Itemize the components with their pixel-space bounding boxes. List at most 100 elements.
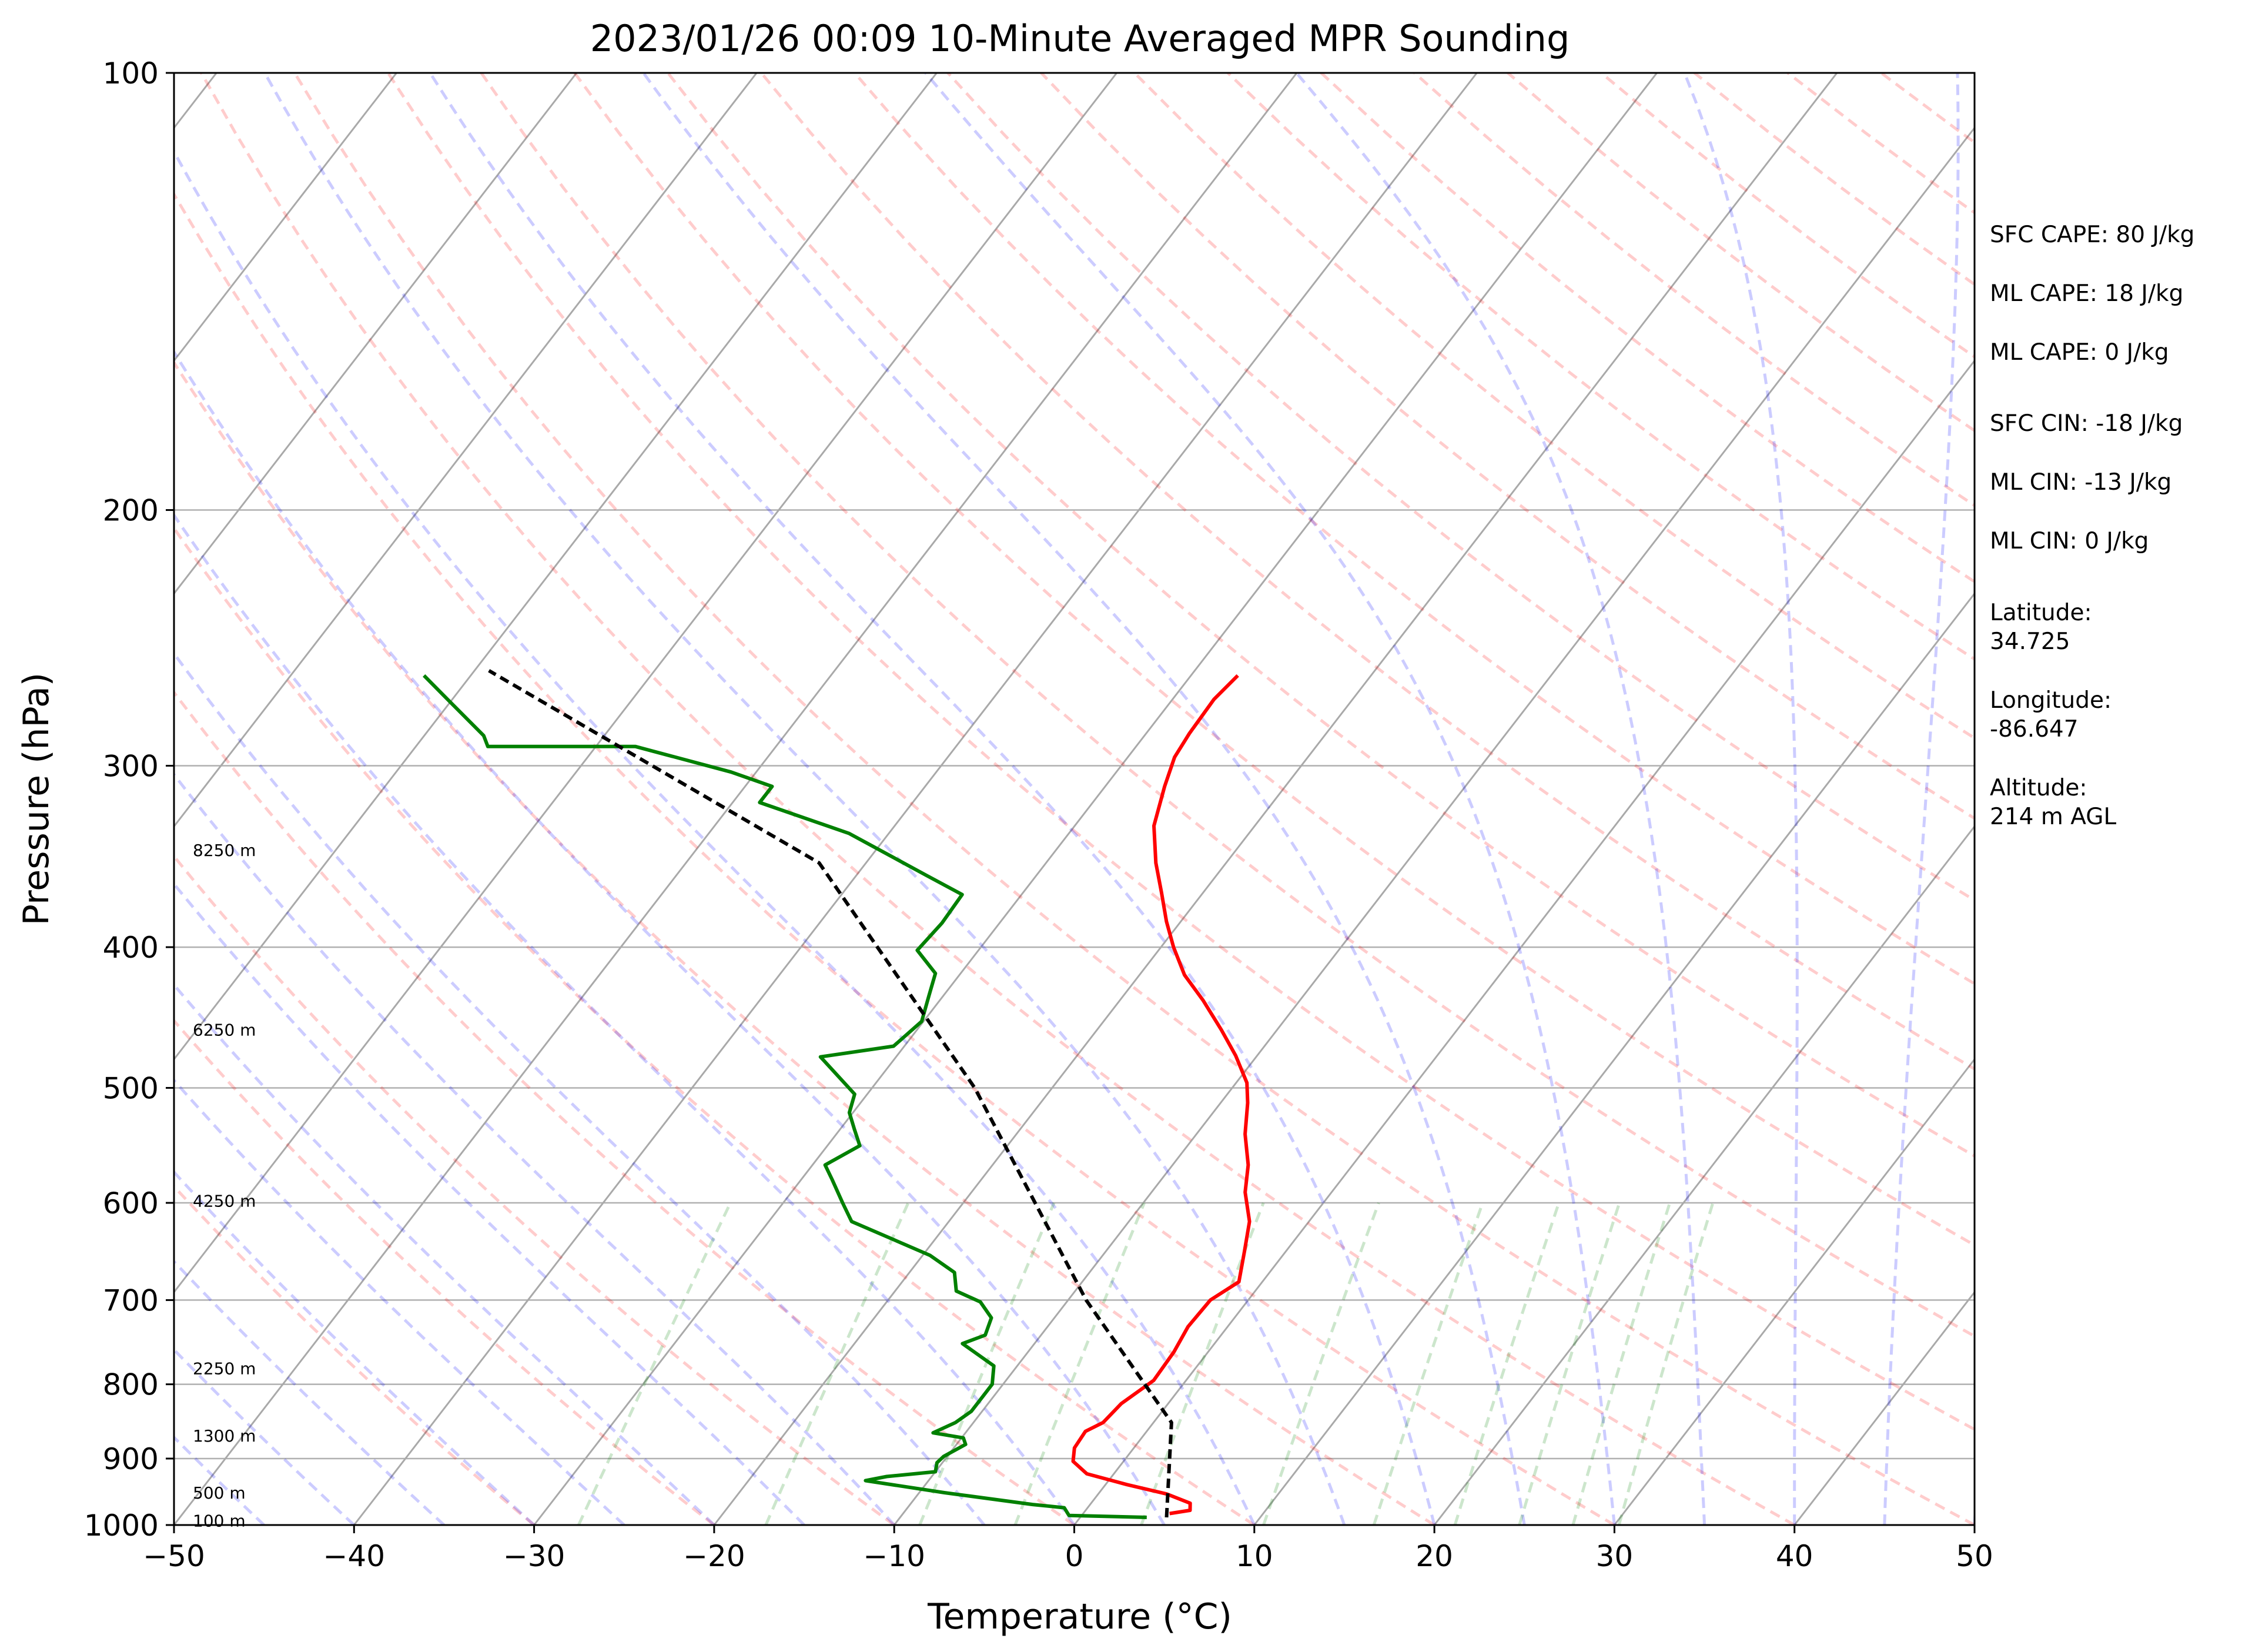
- moist-adiabat: [174, 1169, 536, 1525]
- height-label: 8250 m: [193, 841, 256, 860]
- moist-adiabat: [1683, 73, 1799, 1525]
- mixing-ratio-line: [1571, 1202, 1671, 1525]
- y-tick-label: 500: [103, 1071, 159, 1105]
- isotherm-line: [1253, 592, 1975, 1525]
- moist-adiabat: [263, 73, 1346, 1525]
- longitude-value: Longitude: -86.647: [1990, 687, 2112, 743]
- moist-adiabat: [642, 73, 1526, 1525]
- moist-adiabat: [1295, 73, 1706, 1525]
- isotherm-line: [1433, 825, 1975, 1525]
- height-label: 500 m: [193, 1483, 246, 1503]
- ml-cape-value: ML CAPE: 18 J/kg: [1990, 280, 2184, 307]
- isotherm-line: [174, 73, 1298, 1525]
- y-tick-label: 200: [103, 494, 159, 528]
- x-tick-label: 40: [1776, 1539, 1813, 1573]
- temperature-profile: [1071, 674, 1251, 1516]
- background-lines: [174, 73, 1975, 1525]
- x-tick-label: 20: [1416, 1539, 1453, 1573]
- isotherm-line: [174, 73, 1117, 1294]
- data-lines: [423, 669, 1251, 1519]
- mixing-ratio-line: [577, 1202, 732, 1525]
- height-label: 6250 m: [193, 1021, 256, 1040]
- isotherm-line: [1614, 1058, 1975, 1525]
- parcel-path: [488, 669, 1173, 1518]
- moist-adiabat: [174, 1259, 446, 1525]
- dewpoint-profile: [423, 674, 1147, 1519]
- isotherm-line: [894, 126, 1975, 1525]
- mixing-ratio-line: [1617, 1202, 1715, 1525]
- x-tick-label: −10: [863, 1539, 925, 1573]
- height-label: 2250 m: [193, 1359, 256, 1378]
- height-labels: 100 m 500 m 1300 m 2250 m 4250 m 6250 m 8250 m: [193, 841, 256, 1530]
- y-tick-label: 300: [103, 749, 159, 783]
- y-tick-label: 100: [103, 56, 159, 91]
- dry-adiabat: [174, 854, 895, 1525]
- moist-adiabat: [1883, 73, 1960, 1525]
- isotherm-line: [174, 73, 578, 596]
- dry-adiabat: [946, 73, 1975, 902]
- x-axis-label: Temperature (°C): [927, 1596, 1232, 1637]
- moist-adiabat: [429, 73, 1436, 1525]
- dry-adiabat: [174, 360, 1435, 1525]
- sfc-cin-value: SFC CIN: -18 J/kg: [1990, 410, 2183, 437]
- isotherm-line: [713, 73, 1838, 1525]
- dry-adiabat: [1040, 73, 1975, 820]
- mixing-ratio-line: [1013, 1202, 1146, 1525]
- x-tick-label: −30: [503, 1539, 565, 1573]
- isotherm-line: [1073, 359, 1975, 1525]
- dry-adiabat: [174, 526, 1256, 1525]
- dry-adiabat: [200, 73, 1795, 1525]
- dry-adiabat: [386, 73, 1975, 1432]
- y-tick-label: 600: [103, 1186, 159, 1220]
- x-tick-label: −50: [143, 1539, 205, 1573]
- sfc-cape-value: SFC CAPE: 80 J/kg: [1990, 222, 2195, 248]
- isotherm-line: [174, 73, 397, 362]
- dry-adiabat: [174, 1018, 715, 1525]
- moist-adiabat: [924, 73, 1616, 1525]
- dry-adiabat: [174, 191, 1615, 1525]
- moist-adiabat: [174, 1078, 625, 1525]
- x-tick-label: 0: [1065, 1539, 1084, 1573]
- mixing-ratio-line: [1262, 1202, 1380, 1525]
- height-label: 4250 m: [193, 1191, 256, 1210]
- y-tick-label: 900: [103, 1442, 159, 1476]
- mixing-ratio-line: [918, 1202, 1056, 1525]
- x-tick-label: −40: [323, 1539, 386, 1573]
- dry-adiabat: [1227, 73, 1975, 661]
- x-tick-label: 50: [1956, 1539, 1993, 1573]
- plot-frame: [173, 72, 1976, 1526]
- dry-adiabat: [573, 73, 1975, 1247]
- moist-adiabat: [174, 349, 1166, 1525]
- moist-adiabat: [174, 148, 1256, 1525]
- moist-adiabat: [174, 772, 896, 1525]
- dry-adiabat: [1133, 73, 1975, 740]
- moist-adiabat: [174, 881, 805, 1525]
- y-tick-label: 1000: [84, 1509, 159, 1543]
- latitude-value: Latitude: 34.725: [1990, 600, 2092, 655]
- ml-cin-value-2: ML CIN: 0 J/kg: [1990, 528, 2149, 554]
- y-tick-label: 800: [103, 1368, 159, 1402]
- altitude-value: Altitude: 214 m AGL: [1990, 775, 2117, 830]
- isotherm-line: [533, 73, 1658, 1525]
- x-tick-label: 30: [1596, 1539, 1634, 1573]
- mixing-ratio-line: [1453, 1202, 1561, 1525]
- dry-adiabat: [667, 73, 1975, 1158]
- y-tick-label: 400: [103, 931, 159, 965]
- chart-title: 2023/01/26 00:09 10-Minute Averaged MPR …: [590, 17, 1570, 60]
- isotherm-line: [353, 73, 1478, 1525]
- y-tick-label: 700: [103, 1283, 159, 1317]
- axes: −50 −40 −30 −20 −10 0 10 20 30 40 50 1000 900 800 700 6…: [84, 56, 1993, 1573]
- isotherm-line: [174, 73, 758, 828]
- mixing-ratio-line: [764, 1202, 910, 1525]
- dry-adiabat: [760, 73, 1975, 1071]
- y-axis-label: Pressure (hPa): [16, 673, 57, 925]
- dry-adiabat: [853, 73, 1975, 986]
- height-label: 1300 m: [193, 1426, 256, 1446]
- dry-adiabat: [174, 1184, 536, 1525]
- ml-cape-value-2: ML CAPE: 0 J/kg: [1990, 339, 2169, 366]
- moist-adiabat: [174, 512, 1076, 1525]
- x-tick-label: −20: [683, 1539, 745, 1573]
- height-label: 100 m: [193, 1511, 246, 1530]
- dry-adiabat: [480, 73, 1975, 1338]
